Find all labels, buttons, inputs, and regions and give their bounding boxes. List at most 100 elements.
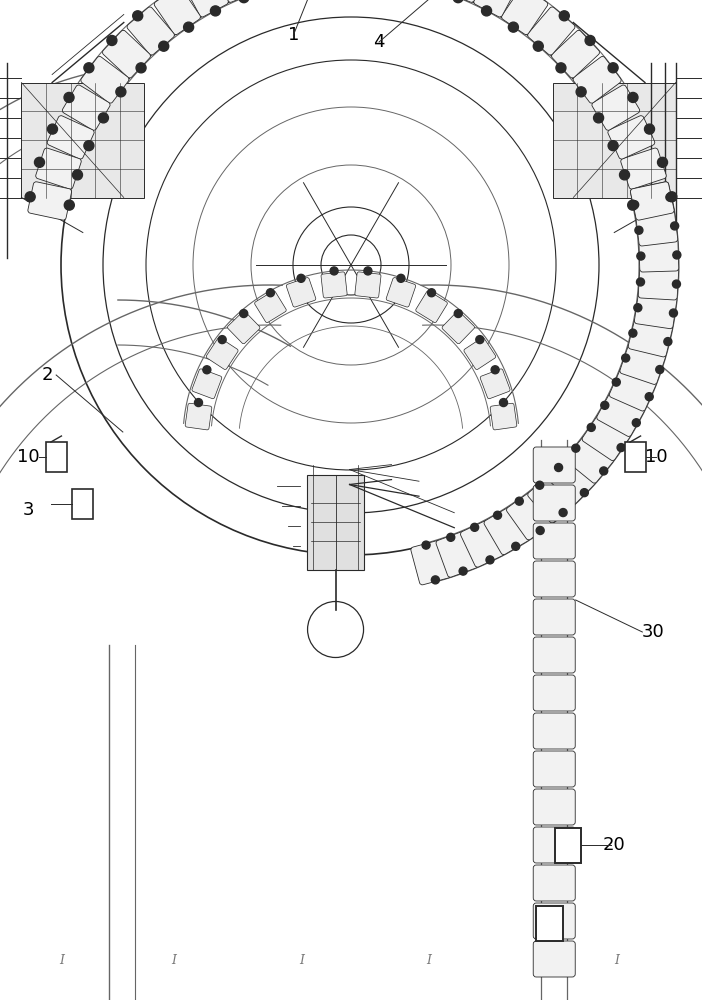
FancyBboxPatch shape [444, 0, 487, 2]
Circle shape [666, 193, 674, 201]
Circle shape [559, 11, 569, 21]
Circle shape [34, 157, 44, 167]
Bar [625, 442, 646, 472]
FancyBboxPatch shape [534, 523, 575, 559]
Text: I: I [425, 954, 431, 966]
Circle shape [194, 399, 202, 407]
FancyBboxPatch shape [28, 182, 72, 220]
Text: 30: 30 [642, 623, 664, 641]
FancyBboxPatch shape [534, 865, 575, 901]
Text: 2: 2 [42, 366, 53, 384]
Circle shape [239, 0, 249, 3]
FancyBboxPatch shape [192, 369, 222, 399]
FancyBboxPatch shape [490, 403, 517, 430]
Circle shape [470, 523, 479, 531]
FancyBboxPatch shape [154, 0, 201, 35]
FancyBboxPatch shape [635, 292, 677, 329]
Bar [46, 442, 67, 472]
Circle shape [459, 567, 467, 575]
FancyBboxPatch shape [215, 0, 258, 2]
Circle shape [628, 200, 637, 210]
Circle shape [556, 63, 566, 73]
Circle shape [454, 310, 463, 318]
FancyBboxPatch shape [630, 182, 674, 220]
Circle shape [446, 533, 455, 541]
FancyBboxPatch shape [206, 338, 238, 370]
Circle shape [476, 336, 484, 344]
Text: 10: 10 [645, 448, 668, 466]
FancyBboxPatch shape [534, 941, 575, 977]
Circle shape [297, 274, 305, 282]
Circle shape [239, 310, 248, 318]
Circle shape [585, 35, 595, 45]
FancyBboxPatch shape [534, 827, 575, 863]
Circle shape [608, 141, 618, 151]
FancyBboxPatch shape [630, 182, 674, 220]
Circle shape [581, 489, 588, 497]
Circle shape [637, 278, 644, 286]
FancyBboxPatch shape [355, 272, 381, 298]
Circle shape [620, 170, 630, 180]
Circle shape [645, 393, 654, 401]
Circle shape [670, 309, 677, 317]
FancyBboxPatch shape [62, 85, 110, 130]
FancyBboxPatch shape [534, 485, 575, 521]
FancyBboxPatch shape [47, 116, 94, 159]
FancyBboxPatch shape [534, 561, 575, 597]
Bar [307, 475, 364, 570]
Circle shape [98, 113, 108, 123]
FancyBboxPatch shape [534, 447, 575, 483]
Circle shape [431, 576, 439, 584]
Circle shape [559, 509, 567, 517]
FancyBboxPatch shape [185, 403, 212, 430]
Circle shape [644, 124, 654, 134]
Circle shape [422, 541, 430, 549]
Circle shape [612, 378, 621, 386]
Circle shape [494, 511, 501, 519]
FancyBboxPatch shape [597, 392, 644, 437]
Text: I: I [59, 954, 65, 966]
Circle shape [482, 6, 491, 16]
Bar [553, 83, 676, 198]
Circle shape [64, 92, 74, 102]
FancyBboxPatch shape [534, 637, 575, 673]
Circle shape [25, 192, 35, 202]
Circle shape [630, 201, 639, 209]
FancyBboxPatch shape [480, 369, 510, 399]
Circle shape [600, 467, 608, 475]
FancyBboxPatch shape [81, 56, 129, 103]
Circle shape [658, 157, 668, 167]
Text: I: I [171, 954, 177, 966]
Circle shape [670, 222, 679, 230]
Circle shape [136, 63, 146, 73]
Circle shape [428, 289, 435, 297]
FancyBboxPatch shape [534, 713, 575, 749]
FancyBboxPatch shape [620, 343, 665, 384]
FancyBboxPatch shape [461, 520, 504, 567]
FancyBboxPatch shape [255, 291, 286, 323]
FancyBboxPatch shape [416, 291, 447, 323]
Circle shape [500, 399, 508, 407]
Bar [72, 489, 93, 519]
FancyBboxPatch shape [501, 0, 548, 35]
Circle shape [572, 444, 580, 452]
Bar [536, 906, 563, 940]
FancyBboxPatch shape [464, 338, 496, 370]
Circle shape [617, 444, 625, 452]
FancyBboxPatch shape [506, 492, 553, 540]
Circle shape [364, 267, 372, 275]
Circle shape [512, 542, 519, 550]
FancyBboxPatch shape [474, 0, 518, 17]
Circle shape [218, 336, 226, 344]
FancyBboxPatch shape [621, 148, 666, 189]
FancyBboxPatch shape [573, 56, 621, 103]
FancyBboxPatch shape [534, 789, 575, 825]
Circle shape [628, 92, 638, 102]
Circle shape [453, 0, 463, 3]
Circle shape [664, 338, 672, 346]
FancyBboxPatch shape [436, 531, 478, 577]
FancyBboxPatch shape [628, 318, 673, 357]
Circle shape [84, 141, 94, 151]
Circle shape [536, 481, 543, 489]
FancyBboxPatch shape [566, 436, 614, 483]
